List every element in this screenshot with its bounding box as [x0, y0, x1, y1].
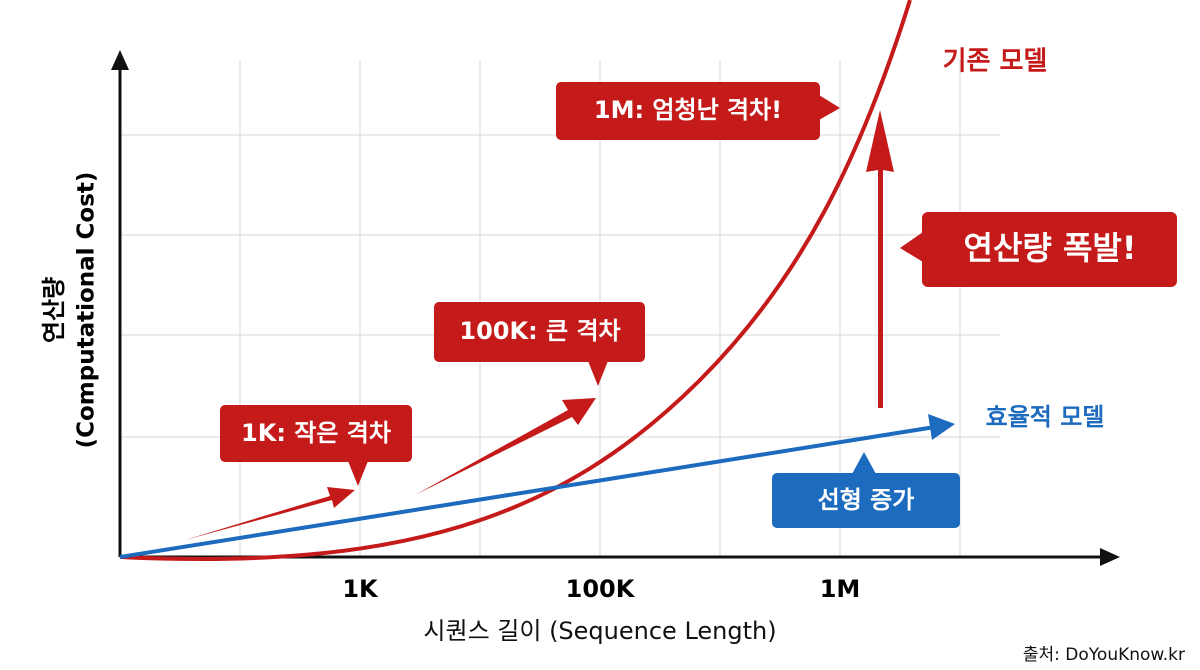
callout: 1M: 엄청난 격차! — [556, 82, 840, 140]
y-axis-title: 연산량 — [40, 277, 68, 343]
callout-text: 선형 증가 — [818, 486, 915, 514]
series-label: 기존 모델 — [943, 47, 1048, 77]
gap-arrow — [185, 487, 355, 540]
x-axis-title: 시퀀스 길이 (Sequence Length) — [423, 617, 776, 645]
baseline-curve — [119, 0, 912, 561]
y-arrow — [111, 50, 129, 70]
callout: 1K: 작은 격차 — [220, 405, 412, 486]
x-tick-label: 1K — [342, 575, 379, 603]
gap-arrow — [415, 398, 596, 495]
efficient-arrow — [928, 414, 955, 440]
callout: 선형 증가 — [772, 452, 960, 528]
callout-text: 연산량 폭발! — [964, 229, 1137, 267]
callout-text: 1K: 작은 격차 — [241, 419, 391, 447]
x-arrow — [1100, 548, 1120, 566]
callout-text: 100K: 큰 격차 — [459, 317, 620, 345]
x-tick-label: 1M — [820, 575, 861, 603]
callout: 100K: 큰 격차 — [434, 302, 645, 386]
x-tick-label: 100K — [566, 575, 636, 603]
source: 출처: DoYouKnow.kr — [1023, 645, 1185, 665]
explosion-arrow — [866, 110, 894, 408]
efficient-line — [119, 425, 936, 559]
callout: 연산량 폭발! — [900, 212, 1177, 287]
callout-text: 1M: 엄청난 격차! — [594, 96, 782, 124]
y-axis-subtitle: (Computational Cost) — [74, 172, 100, 449]
series-label: 효율적 모델 — [986, 403, 1105, 431]
